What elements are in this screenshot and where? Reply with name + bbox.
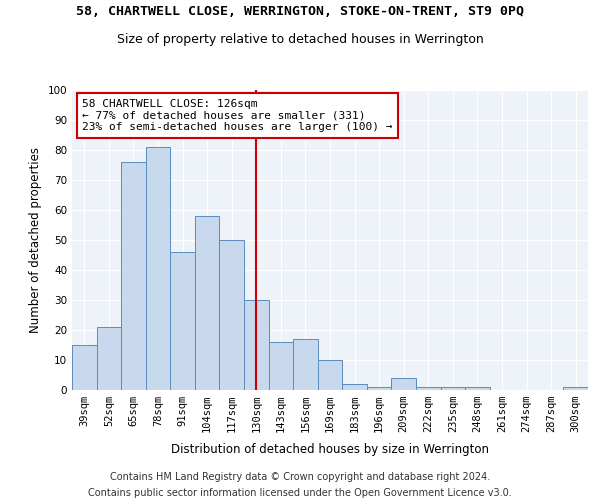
Bar xyxy=(146,147,170,390)
Bar xyxy=(170,252,195,390)
Bar xyxy=(465,387,490,390)
Y-axis label: Number of detached properties: Number of detached properties xyxy=(29,147,42,333)
Bar xyxy=(391,378,416,390)
Text: Size of property relative to detached houses in Werrington: Size of property relative to detached ho… xyxy=(116,32,484,46)
Bar xyxy=(416,387,440,390)
Bar xyxy=(72,345,97,390)
Bar xyxy=(563,387,588,390)
Bar xyxy=(195,216,220,390)
Bar xyxy=(342,384,367,390)
Text: Contains public sector information licensed under the Open Government Licence v3: Contains public sector information licen… xyxy=(88,488,512,498)
Text: Distribution of detached houses by size in Werrington: Distribution of detached houses by size … xyxy=(171,442,489,456)
Text: 58 CHARTWELL CLOSE: 126sqm
← 77% of detached houses are smaller (331)
23% of sem: 58 CHARTWELL CLOSE: 126sqm ← 77% of deta… xyxy=(82,99,393,132)
Text: 58, CHARTWELL CLOSE, WERRINGTON, STOKE-ON-TRENT, ST9 0PQ: 58, CHARTWELL CLOSE, WERRINGTON, STOKE-O… xyxy=(76,5,524,18)
Bar xyxy=(440,387,465,390)
Bar xyxy=(367,387,391,390)
Bar xyxy=(121,162,146,390)
Bar xyxy=(220,240,244,390)
Bar xyxy=(97,327,121,390)
Text: Contains HM Land Registry data © Crown copyright and database right 2024.: Contains HM Land Registry data © Crown c… xyxy=(110,472,490,482)
Bar xyxy=(269,342,293,390)
Bar xyxy=(318,360,342,390)
Bar xyxy=(244,300,269,390)
Bar xyxy=(293,339,318,390)
